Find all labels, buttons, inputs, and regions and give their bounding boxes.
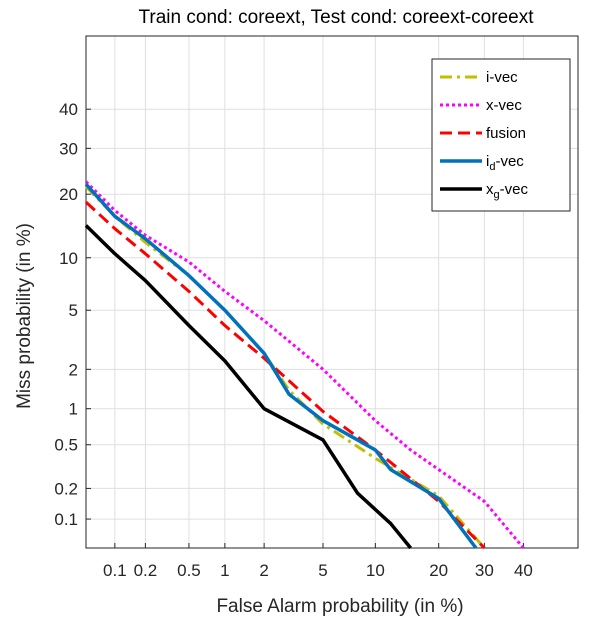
y-tick-label: 0.5 [54, 436, 78, 455]
x-tick-label: 10 [366, 561, 385, 580]
legend-label: x-vec [486, 97, 522, 114]
legend: i-vec x-vec fusion id-vec xg-vec [431, 58, 571, 212]
x-axis: 0.1 0.2 0.5 1 2 5 10 20 30 40 [103, 543, 533, 580]
x-tick-label: 0.2 [134, 561, 158, 580]
x-tick-label: 5 [318, 561, 327, 580]
y-tick-label: 0.2 [54, 479, 78, 498]
y-tick-label: 10 [59, 249, 78, 268]
y-tick-label: 1 [69, 400, 78, 419]
series-lines [84, 180, 525, 550]
series-line-xg-vec [84, 224, 412, 550]
x-axis-label: False Alarm probability (in %) [216, 596, 463, 617]
y-tick-label: 5 [69, 301, 78, 320]
series-line-fusion [84, 201, 486, 550]
legend-box [431, 58, 571, 212]
y-tick-label: 40 [59, 100, 78, 119]
series-line-id-vec [84, 182, 478, 550]
x-tick-label: 2 [259, 561, 268, 580]
legend-label: fusion [486, 125, 526, 142]
y-axis-label: Miss probability (in %) [14, 223, 35, 409]
grid [86, 36, 578, 548]
x-tick-label: 0.1 [103, 561, 127, 580]
x-tick-label: 0.5 [177, 561, 201, 580]
plot-area [85, 35, 579, 549]
legend-label: id-vec [486, 153, 524, 173]
chart-title: Train cond: coreext, Test cond: coreext-… [139, 7, 535, 28]
legend-label: i-vec [486, 69, 518, 86]
legend-label: xg-vec [486, 181, 528, 201]
x-tick-label: 1 [220, 561, 229, 580]
x-tick-label: 40 [514, 561, 533, 580]
y-axis: 0.1 0.2 0.5 1 2 5 10 20 30 40 [54, 100, 91, 529]
y-tick-label: 20 [59, 185, 78, 204]
series-line-x-vec [84, 180, 525, 549]
x-tick-label: 30 [475, 561, 494, 580]
y-tick-label: 2 [69, 360, 78, 379]
y-tick-label: 30 [59, 139, 78, 158]
y-tick-label: 0.1 [54, 510, 78, 529]
plot-border [85, 35, 579, 549]
x-tick-label: 20 [429, 561, 448, 580]
